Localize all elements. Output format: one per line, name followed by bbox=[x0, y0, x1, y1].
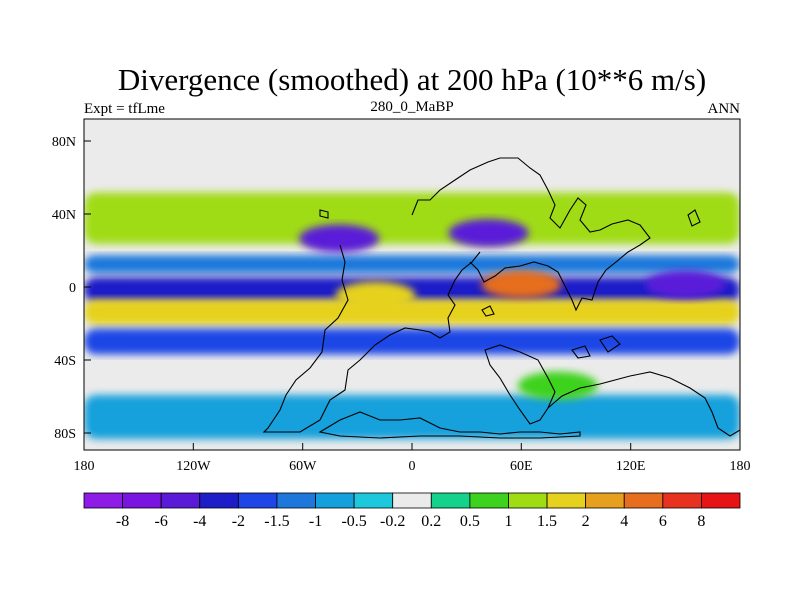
x-tick-label: 120W bbox=[176, 459, 211, 474]
colorbar-swatch bbox=[508, 492, 548, 509]
colorbar-swatch bbox=[315, 492, 355, 509]
colorbar-swatch bbox=[392, 492, 432, 509]
colorbar-label: 0.2 bbox=[421, 513, 441, 530]
colorbar-label: -4 bbox=[193, 513, 206, 530]
field-region-divergence-atlantic-tropics bbox=[335, 281, 416, 310]
field-band bbox=[84, 299, 740, 325]
field-band bbox=[84, 255, 740, 274]
colorbar-swatch bbox=[430, 492, 471, 509]
x-tick-label: 180 bbox=[74, 459, 95, 474]
colorbar-swatch bbox=[160, 492, 201, 509]
season-label: ANN bbox=[708, 101, 741, 117]
x-tick-label: 120E bbox=[616, 459, 646, 474]
colorbar-label: -2 bbox=[232, 513, 245, 530]
colorbar-label: 0.5 bbox=[460, 513, 480, 530]
y-tick-label: 0 bbox=[69, 281, 76, 296]
colorbar bbox=[83, 492, 741, 509]
y-tick-label: 80N bbox=[52, 135, 76, 150]
field-region-subtropical-convergence-40N-60W bbox=[299, 224, 380, 253]
field-band bbox=[84, 192, 740, 245]
colorbar-label: 4 bbox=[620, 513, 628, 530]
field-band bbox=[84, 328, 740, 355]
colorbar-swatch bbox=[276, 492, 316, 509]
colorbar-swatch bbox=[199, 492, 239, 509]
y-tick-label: 40S bbox=[54, 354, 76, 369]
colorbar-swatch bbox=[623, 492, 664, 509]
colorbar-swatch bbox=[237, 492, 278, 509]
x-tick-label: 60W bbox=[289, 459, 317, 474]
x-tick-label: 180 bbox=[730, 459, 751, 474]
field-band bbox=[84, 394, 740, 439]
colorbar-label: -0.2 bbox=[380, 513, 405, 530]
divergence-field bbox=[84, 192, 740, 439]
colorbar-swatch bbox=[83, 492, 123, 509]
coastlines bbox=[262, 157, 740, 439]
colorbar-swatch bbox=[353, 492, 394, 509]
colorbar-label: 1 bbox=[504, 513, 512, 530]
x-tick-label: 60E bbox=[510, 459, 533, 474]
field-region-convergence-pacific-equator bbox=[645, 270, 726, 299]
colorbar-swatch bbox=[122, 492, 162, 509]
colorbar-label: -8 bbox=[116, 513, 129, 530]
y-tick-label: 80S bbox=[54, 427, 76, 442]
colorbar-label: 8 bbox=[697, 513, 705, 530]
colorbar-label: -0.5 bbox=[341, 513, 366, 530]
colorbar-label: -6 bbox=[155, 513, 168, 530]
colorbar-label: -1 bbox=[309, 513, 322, 530]
colorbar-swatch bbox=[701, 492, 741, 509]
colorbar-label: 6 bbox=[659, 513, 667, 530]
colorbar-label: -1.5 bbox=[264, 513, 289, 530]
expt-label: Expt = tfLme bbox=[84, 101, 165, 117]
colorbar-swatch bbox=[469, 492, 509, 509]
x-axis bbox=[83, 443, 741, 450]
run-label: 280_0_MaBP bbox=[370, 99, 453, 115]
field-region-divergence-indian-ocean bbox=[481, 270, 562, 299]
x-tick-label: 0 bbox=[409, 459, 416, 474]
colorbar-label: 1.5 bbox=[537, 513, 557, 530]
colorbar-swatch bbox=[546, 492, 587, 509]
y-tick-label: 40N bbox=[52, 208, 76, 223]
colorbar-swatch bbox=[585, 492, 625, 509]
field-region-divergence-southern-ocean bbox=[517, 371, 598, 400]
chart-title: Divergence (smoothed) at 200 hPa (10**6 … bbox=[118, 62, 706, 97]
colorbar-labels: -8 -6 -4 -2 -1.5 -1 -0.5 -0.2 0.2 0.5 1 1.5 2 4 6 8 bbox=[116, 513, 705, 530]
colorbar-swatch bbox=[662, 492, 702, 509]
colorbar-label: 2 bbox=[582, 513, 590, 530]
field-region-convergence-40N-40E bbox=[448, 219, 529, 248]
y-axis bbox=[84, 140, 91, 434]
